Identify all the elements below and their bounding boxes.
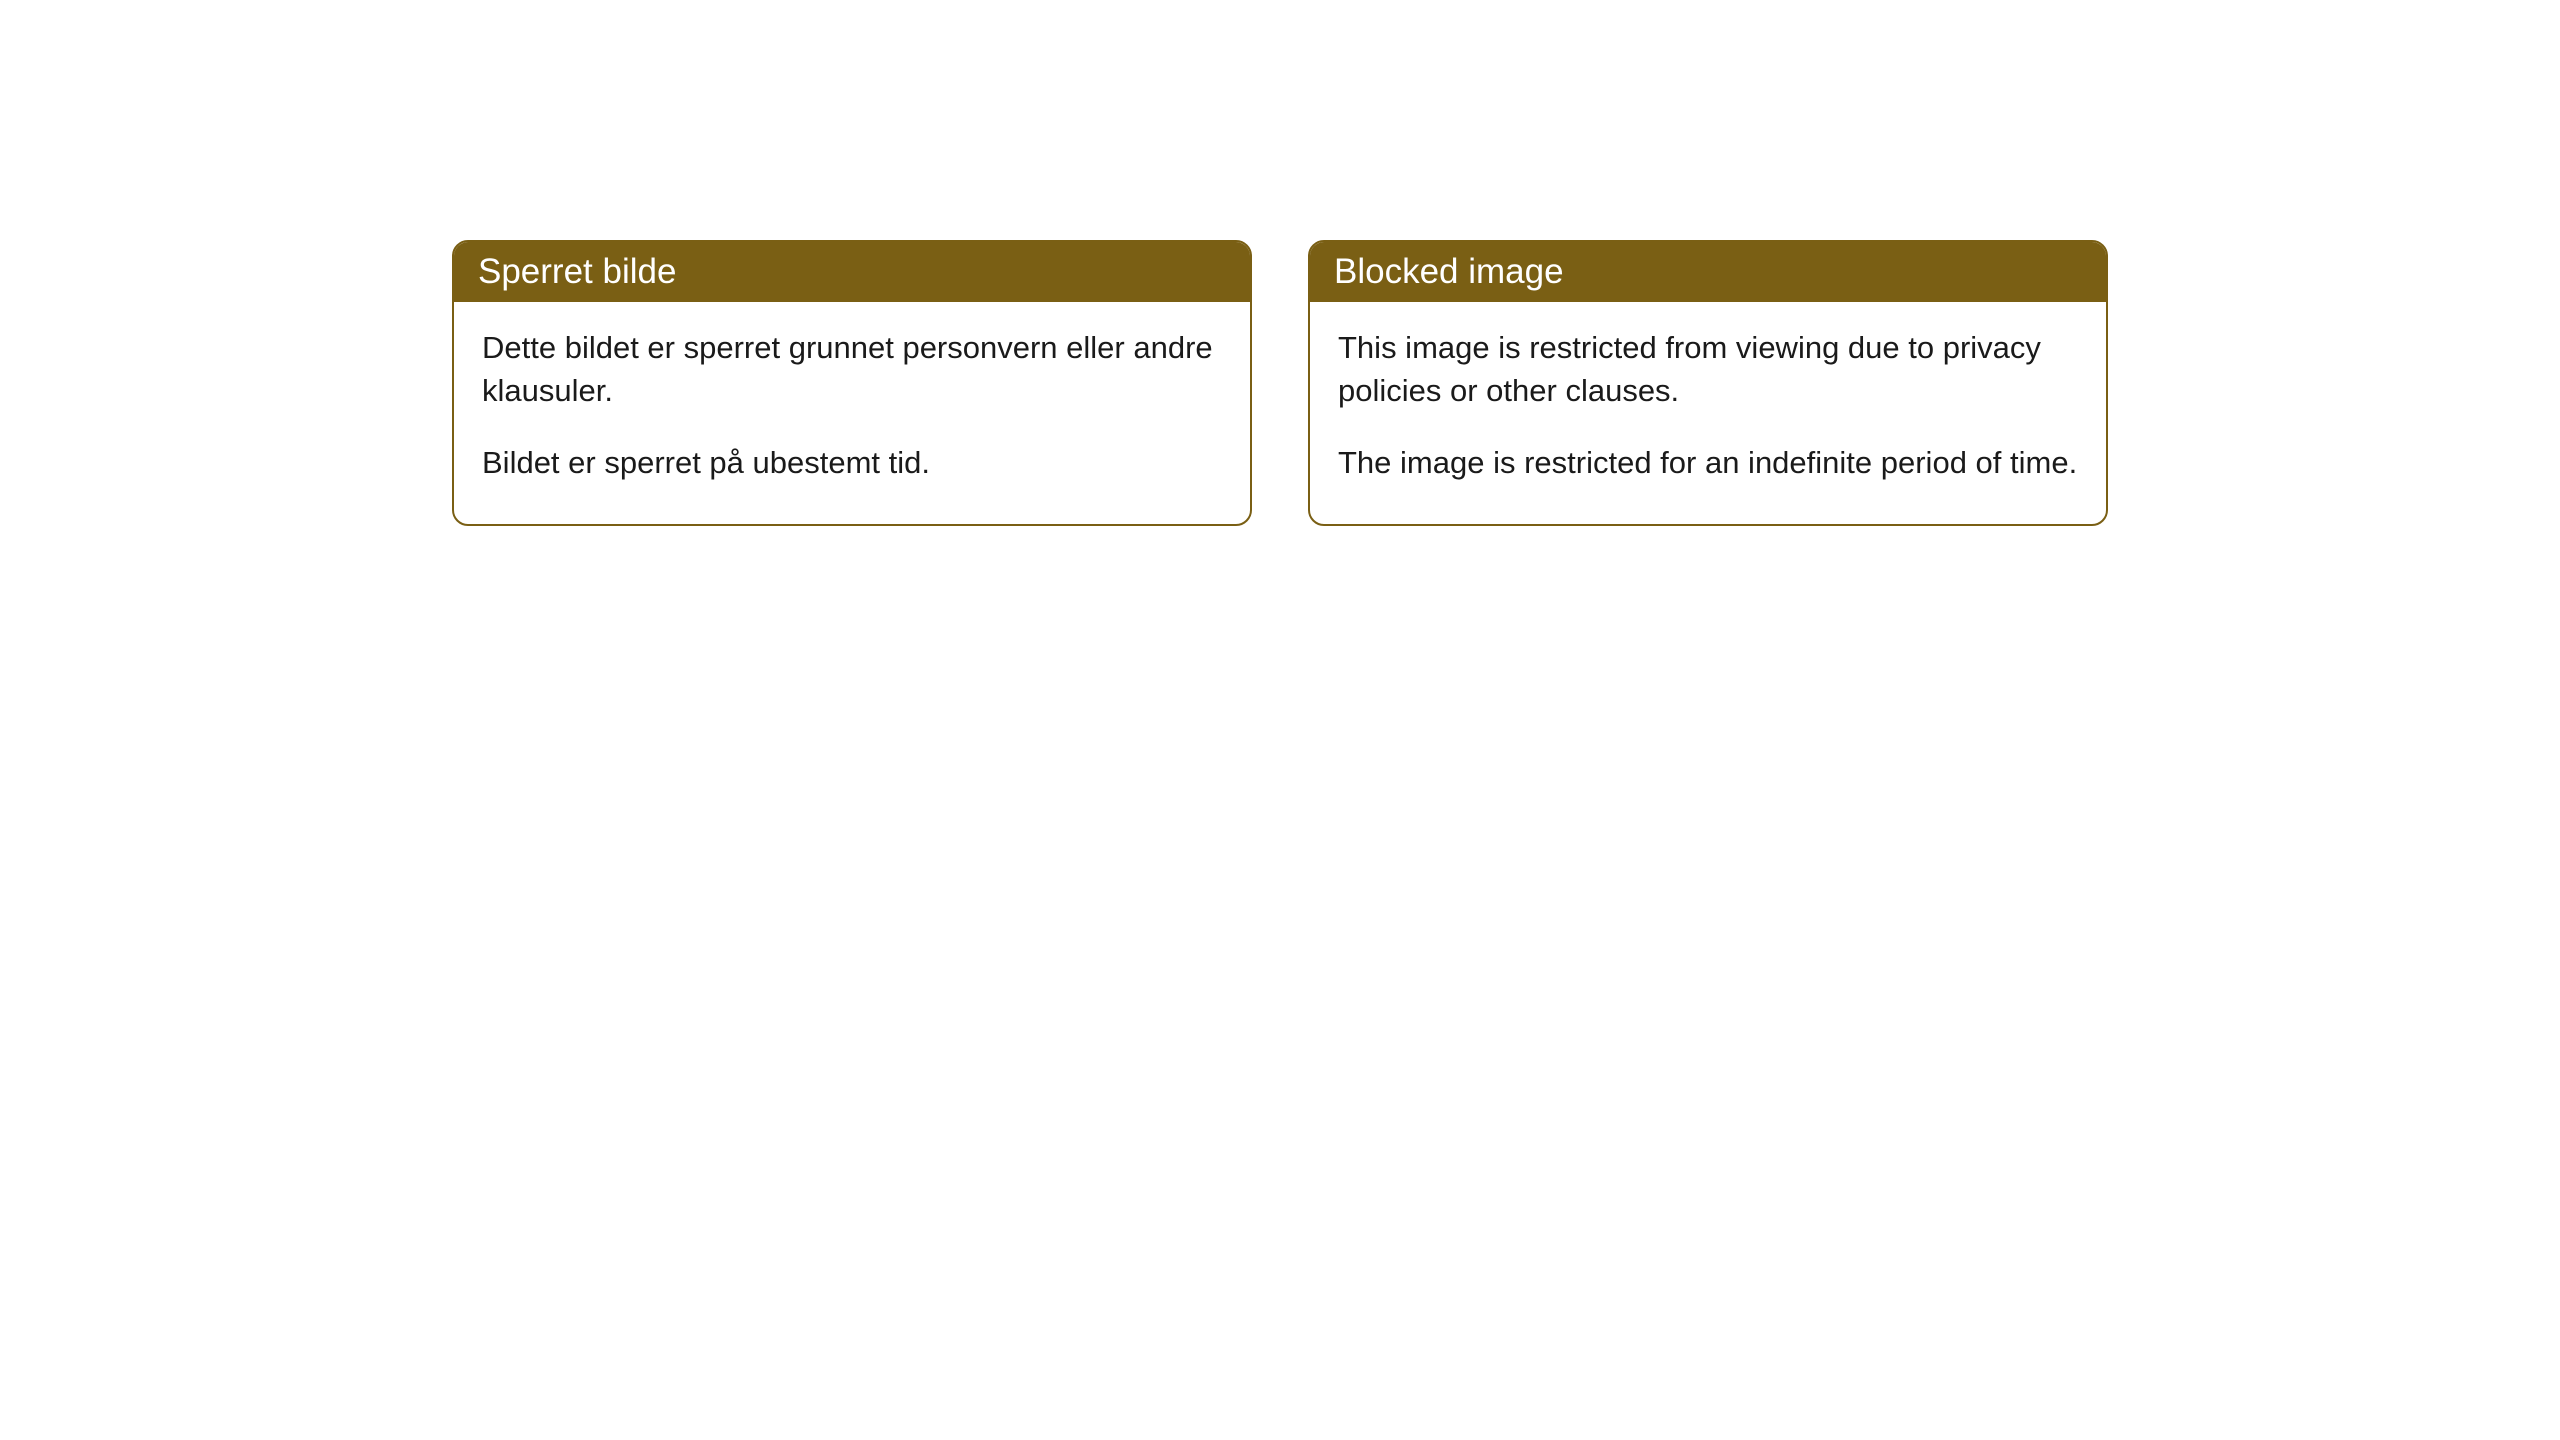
notice-cards-container: Sperret bilde Dette bildet er sperret gr…: [452, 240, 2560, 526]
card-paragraph: The image is restricted for an indefinit…: [1338, 441, 2078, 484]
card-body: This image is restricted from viewing du…: [1310, 302, 2106, 524]
card-paragraph: This image is restricted from viewing du…: [1338, 326, 2078, 413]
card-paragraph: Dette bildet er sperret grunnet personve…: [482, 326, 1222, 413]
card-paragraph: Bildet er sperret på ubestemt tid.: [482, 441, 1222, 484]
card-header: Sperret bilde: [454, 242, 1250, 302]
blocked-image-card-en: Blocked image This image is restricted f…: [1308, 240, 2108, 526]
card-body: Dette bildet er sperret grunnet personve…: [454, 302, 1250, 524]
card-header: Blocked image: [1310, 242, 2106, 302]
blocked-image-card-no: Sperret bilde Dette bildet er sperret gr…: [452, 240, 1252, 526]
card-title: Sperret bilde: [478, 252, 676, 291]
card-title: Blocked image: [1334, 252, 1564, 291]
